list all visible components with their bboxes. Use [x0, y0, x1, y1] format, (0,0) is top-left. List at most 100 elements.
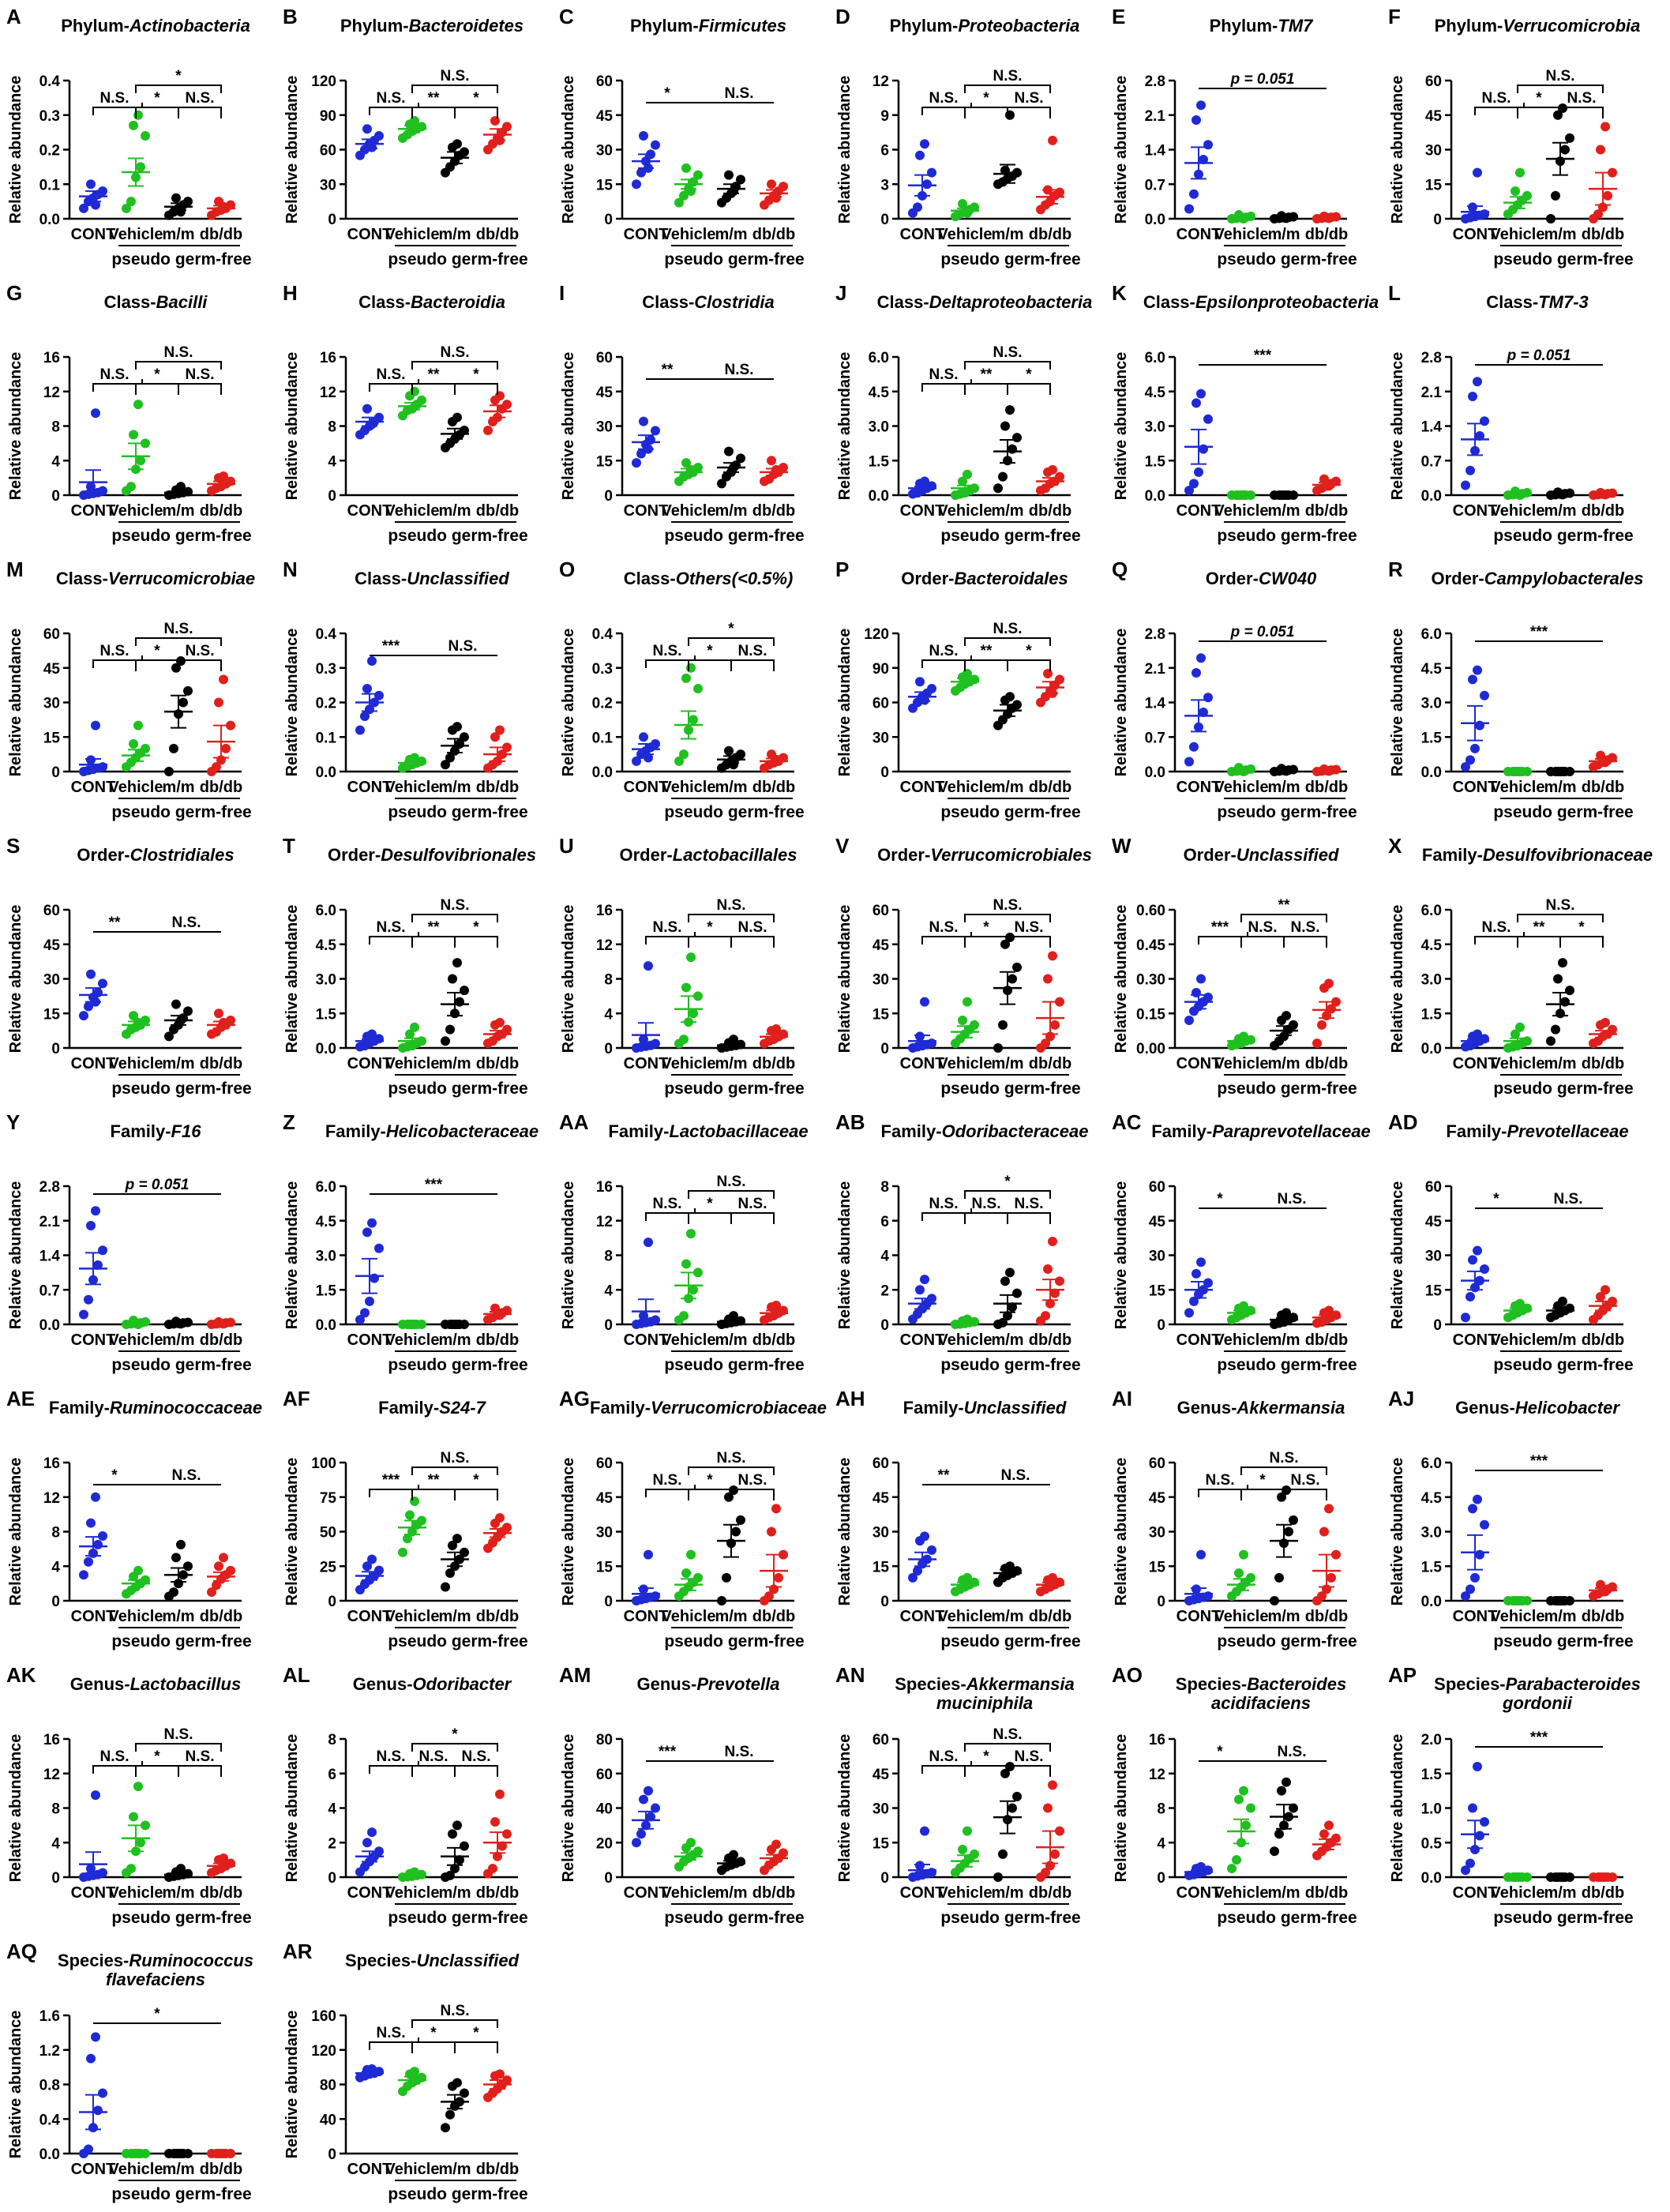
y-axis-label: Relative abundance: [1113, 905, 1130, 1053]
y-axis-label: Relative abundance: [560, 76, 577, 224]
data-point: [736, 453, 745, 464]
data-point: [79, 1011, 88, 1021]
data-point: [1603, 190, 1612, 201]
x-category-label: db/db: [1582, 1608, 1624, 1625]
group-label: pseudo germ-free: [940, 1632, 1080, 1651]
data-point: [729, 1850, 738, 1860]
data-point: [729, 1311, 738, 1321]
data-point: [1480, 1817, 1489, 1827]
y-tick-label: 0: [1433, 1317, 1442, 1334]
significance-bracket: [688, 1190, 775, 1199]
x-category-label: Vehicle: [938, 1884, 993, 1902]
y-axis-label: Relative abundance: [7, 1734, 24, 1883]
group-label: pseudo germ-free: [664, 1909, 804, 1927]
data-point: [1596, 1579, 1605, 1590]
x-category-label: CONT: [347, 1884, 392, 1902]
data-point: [1565, 986, 1574, 996]
x-category-label: m/m: [438, 502, 471, 520]
y-tick-label: 45: [596, 108, 614, 125]
y-tick-label: 45: [1149, 1214, 1166, 1230]
data-point: [93, 988, 103, 997]
data-point: [1608, 753, 1617, 763]
panel-letter: AE: [6, 1387, 35, 1410]
y-tick-label: 15: [596, 1559, 614, 1575]
significance-bracket: [411, 383, 498, 395]
significance-label: N.S.: [441, 344, 470, 361]
y-tick-label: 60: [1425, 1179, 1442, 1196]
significance-bracket: [135, 637, 222, 646]
data-point: [1475, 720, 1484, 730]
panel-letter: T: [283, 834, 295, 858]
data-point: [176, 1864, 186, 1874]
y-tick-label: 4.5: [1421, 661, 1443, 678]
group-label: pseudo germ-free: [1493, 250, 1633, 269]
significance-bracket: [1474, 932, 1525, 945]
x-category-label: db/db: [476, 502, 519, 520]
y-axis-label: Relative abundance: [1113, 1458, 1130, 1606]
data-point: [136, 1838, 145, 1848]
data-point: [1468, 674, 1477, 685]
data-point: [1192, 988, 1201, 997]
y-tick-label: 15: [1149, 1559, 1166, 1575]
data-point: [497, 1841, 507, 1851]
data-point: [1461, 762, 1470, 772]
panel-e: E Phylum-TM7 0.0 0.7 1.4 2.1 2.8 Relative abund…: [1112, 5, 1357, 269]
y-tick-label: 0: [328, 212, 336, 228]
significance-label: ***: [1530, 1453, 1548, 1470]
data-point: [452, 958, 462, 968]
panel-v: V Order-Verrucomicrobiales 0 15 30 45 60 Relati…: [835, 834, 1092, 1098]
x-category-label: db/db: [1029, 1608, 1071, 1625]
data-point: [493, 1851, 502, 1861]
data-point: [93, 2105, 103, 2116]
data-point: [362, 1838, 372, 1848]
y-tick-label: 45: [1425, 1214, 1443, 1230]
y-tick-label: 60: [1149, 1179, 1165, 1196]
data-point: [410, 116, 419, 126]
data-point: [502, 1523, 512, 1533]
significance-bracket: [135, 84, 222, 93]
data-point: [1048, 1780, 1057, 1790]
data-point: [1005, 405, 1015, 415]
y-tick-label: 15: [1149, 1283, 1166, 1299]
data-point: [495, 391, 505, 401]
y-tick-label: 0: [51, 1041, 60, 1057]
data-point: [767, 456, 776, 466]
y-tick-label: 30: [873, 1801, 889, 1818]
data-point: [1050, 1288, 1060, 1298]
panel-title-taxon: Verrucomicrobiae: [108, 569, 255, 588]
x-category-label: CONT: [71, 1884, 116, 1902]
data-point: [441, 1582, 450, 1592]
panel-title-line2: flavefaciens: [106, 1970, 205, 1989]
data-point: [1601, 1285, 1610, 1295]
y-tick-label: 15: [596, 453, 614, 470]
x-category-label: m/m: [715, 226, 747, 243]
x-category-label: m/m: [715, 1608, 747, 1625]
panel-letter: C: [559, 5, 574, 28]
panel-letter: U: [559, 834, 574, 858]
y-tick-label: 2.8: [39, 1179, 60, 1196]
x-category-label: Vehicle: [109, 1884, 163, 1902]
group-label: pseudo germ-free: [1217, 1909, 1357, 1927]
panel-title: Family-Prevotellaceae: [1446, 1121, 1628, 1141]
data-point: [129, 1011, 138, 1021]
panel-letter: W: [1112, 834, 1131, 858]
y-tick-label: 0: [880, 764, 889, 781]
data-point: [91, 1206, 100, 1216]
data-point: [636, 449, 646, 459]
x-category-label: db/db: [476, 2161, 519, 2178]
data-point: [176, 482, 186, 492]
data-point: [98, 486, 107, 496]
x-category-label: m/m: [1267, 779, 1300, 796]
x-category-label: db/db: [476, 1884, 519, 1902]
panel-title-prefix: Family-: [111, 1121, 171, 1141]
significance-label: **: [938, 1467, 950, 1484]
significance-bracket: [645, 655, 696, 668]
data-point: [1558, 1296, 1567, 1306]
panel-title-taxon: flavefaciens: [106, 1970, 205, 1989]
panel-title-taxon: Actinobacteria: [129, 16, 250, 36]
y-tick-label: 30: [873, 1525, 889, 1542]
x-category-label: CONT: [1453, 1055, 1498, 1072]
data-point: [490, 116, 500, 126]
panel-title: Phylum-Proteobacteria: [890, 16, 1080, 36]
panel-title-prefix: Class-: [877, 292, 929, 312]
